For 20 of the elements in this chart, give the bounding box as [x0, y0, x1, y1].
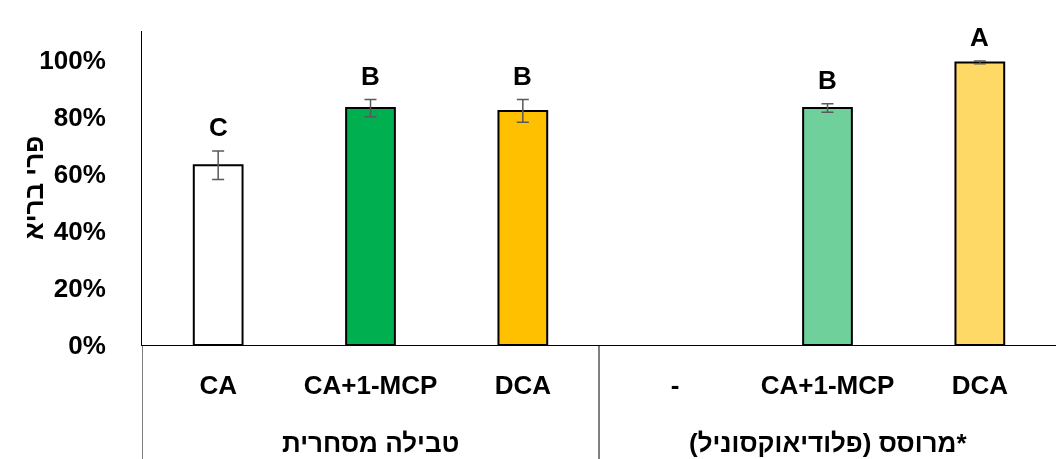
text: טבילה מסחרית — [282, 428, 460, 458]
x-tick-label: DCA — [494, 370, 552, 401]
x-tick-label: - — [670, 370, 680, 401]
y-tick-label: 60% — [53, 158, 106, 189]
y-tick-label: 0% — [68, 330, 106, 361]
data-label: C — [209, 112, 228, 142]
data-label: B — [361, 61, 380, 91]
y-tick-label: 100% — [39, 44, 106, 75]
x-tick-label: CA — [199, 370, 238, 401]
data-label: A — [970, 22, 989, 52]
y-tick-label: 20% — [53, 273, 106, 304]
x-tick-label: CA+1-MCP — [760, 370, 895, 401]
x-tick-label: CA+1-MCP — [303, 370, 438, 401]
data-label: B — [818, 65, 837, 95]
y-axis-title: פרי בריא — [18, 135, 49, 241]
x-tick-label: DCA — [951, 370, 1009, 401]
data-label: B — [513, 61, 532, 91]
y-tick-label: 80% — [53, 101, 106, 132]
text: *מרוסס (פלודיאוקסוניל) — [689, 428, 968, 458]
y-tick-label: 40% — [53, 215, 106, 246]
